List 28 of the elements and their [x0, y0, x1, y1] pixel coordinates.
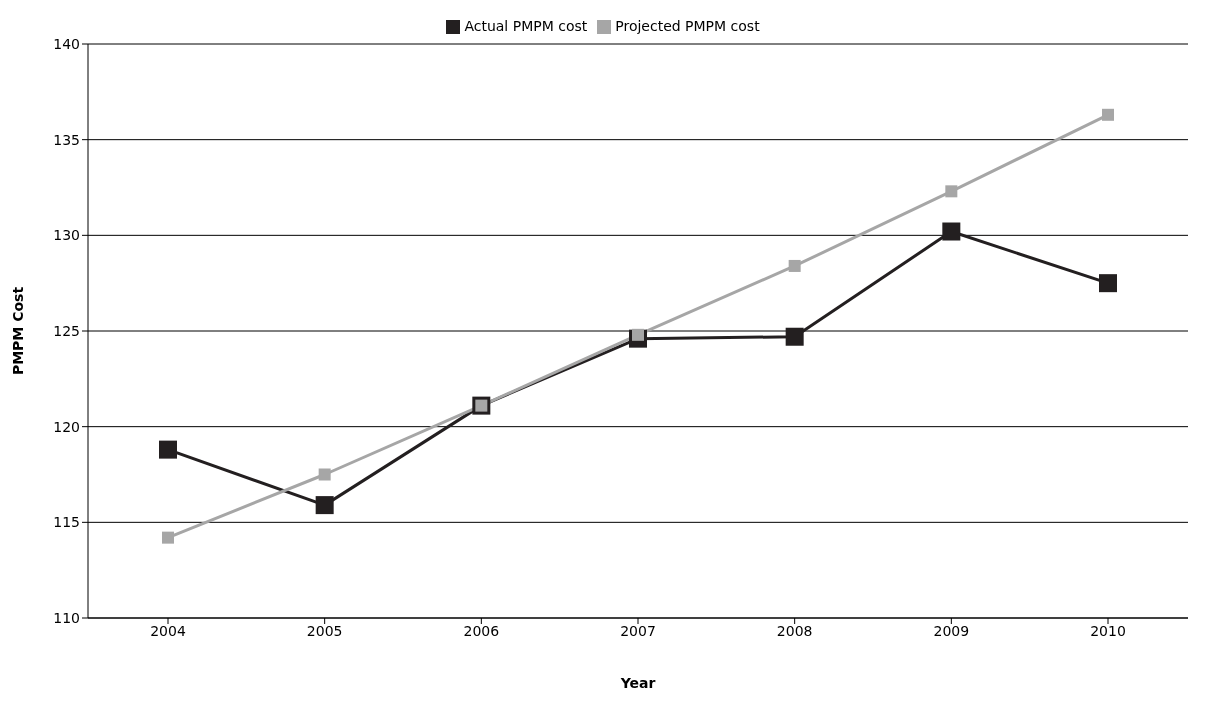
y-tick-label: 115 [53, 514, 80, 531]
y-tick-label: 125 [53, 322, 80, 339]
x-tick-label: 2004 [150, 622, 186, 639]
point [315, 496, 334, 515]
x-tick-label: 2006 [463, 622, 500, 639]
x-tick-label: 2007 [620, 622, 656, 639]
x-tick-label: 2010 [1090, 622, 1126, 639]
point [162, 531, 174, 544]
point [945, 185, 958, 198]
point [788, 259, 801, 272]
y-tick-label: 135 [53, 131, 80, 148]
y-tick-label: 130 [53, 227, 80, 244]
point [1099, 274, 1117, 293]
point [318, 468, 331, 481]
x-tick-label: 2005 [306, 622, 343, 639]
y-tick-label: 110 [53, 609, 80, 626]
y-axis-title: PMPM Cost [9, 286, 26, 376]
point [159, 440, 177, 459]
point [785, 327, 804, 346]
y-tick-label: 120 [53, 418, 80, 435]
legend-label: Actual PMPM cost [464, 18, 588, 34]
point [1102, 108, 1114, 121]
legend-label: Projected PMPM cost [615, 18, 760, 34]
x-tick-label: 2008 [776, 622, 813, 639]
point [942, 222, 961, 241]
x-tick-label: 2009 [933, 622, 970, 639]
x-axis-title: Year [619, 675, 656, 691]
y-tick-label: 140 [53, 35, 80, 52]
